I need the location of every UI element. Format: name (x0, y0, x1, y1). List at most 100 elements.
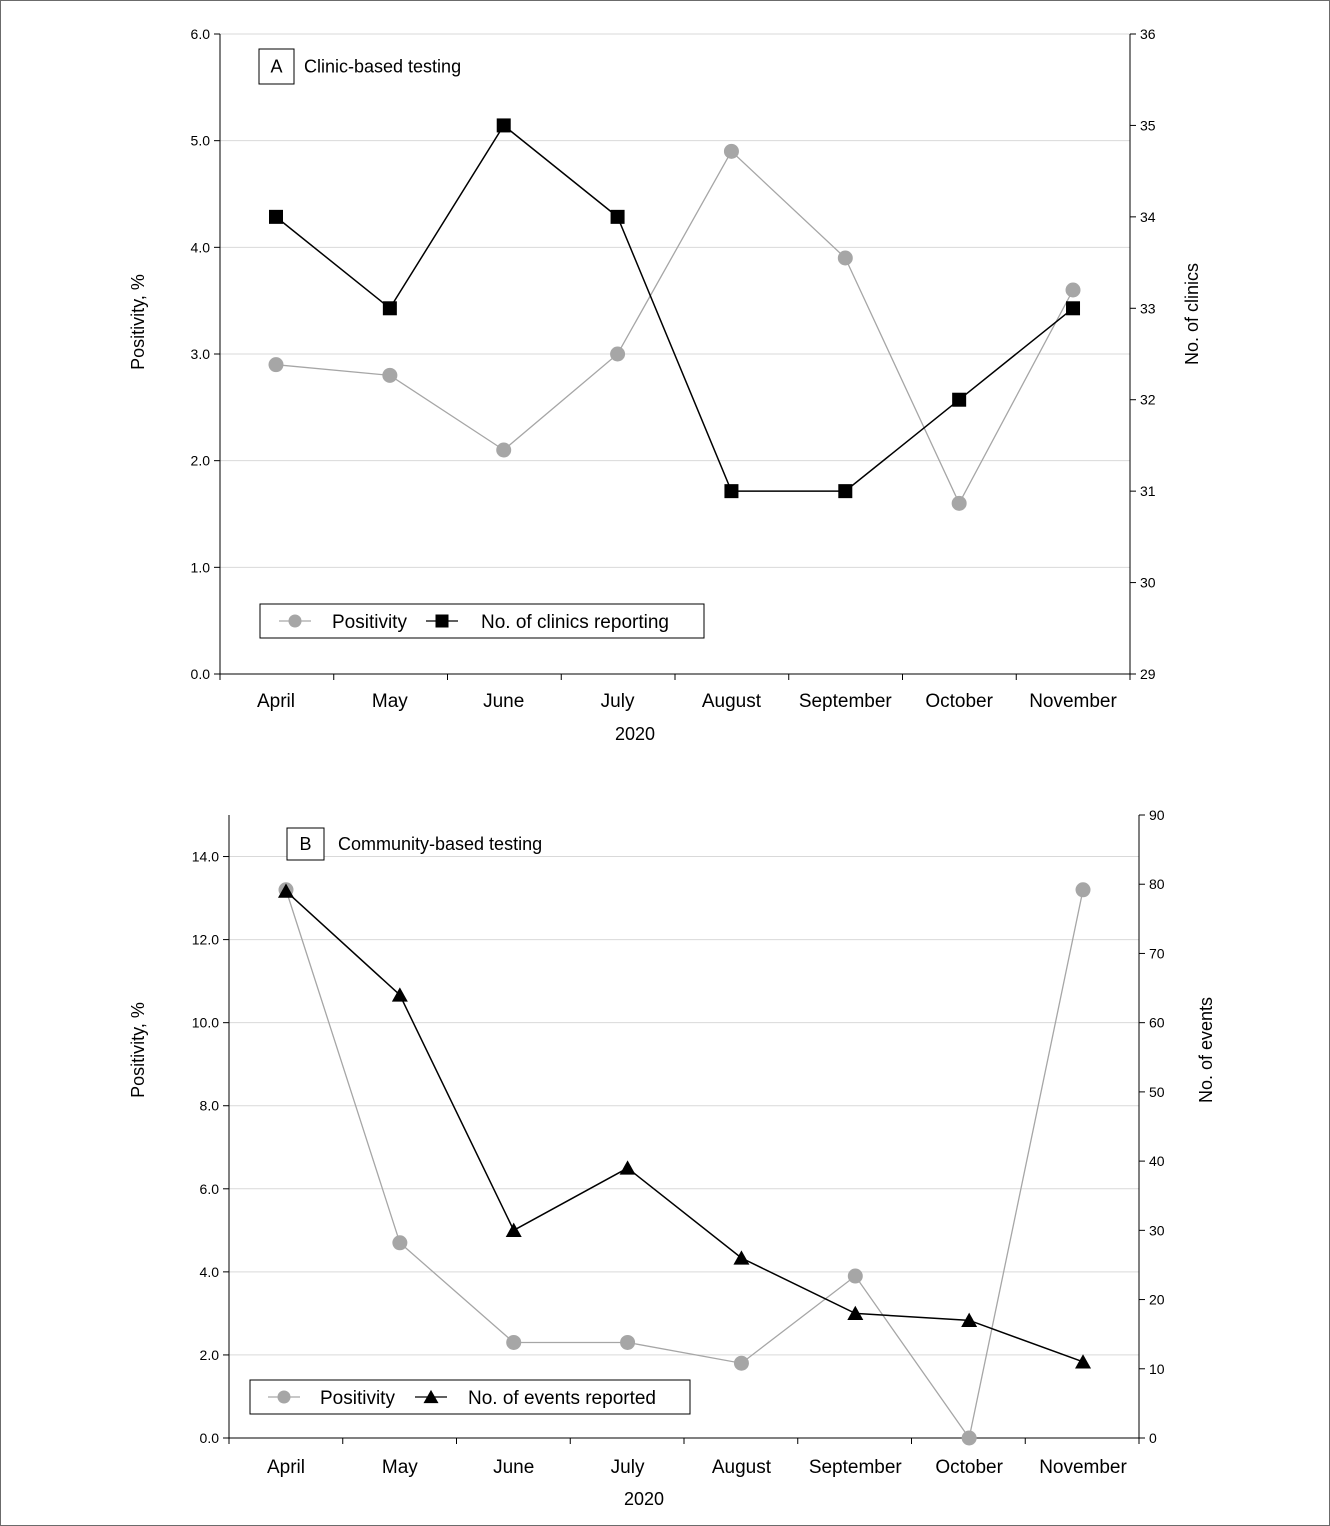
panel-a-series-0-point (1065, 282, 1081, 298)
panel-a-series-0-point (837, 250, 853, 266)
panel-a-series-0-line (275, 150, 1074, 505)
panel-a-x-tick-label: June (483, 691, 524, 712)
panel-b-legend-swatch-marker (277, 1390, 291, 1404)
panel-a-x-tick-label: September (799, 691, 893, 712)
panel-b-left-tick-label: 10.0 (192, 1015, 219, 1031)
panel-b-right-tick-label: 90 (1149, 807, 1165, 823)
panel-a-series-1-point (382, 301, 397, 316)
panel-b-x-tick-label: April (267, 1457, 305, 1478)
panel-b-letter: B (299, 834, 311, 854)
panel-b-series-0-point (392, 1235, 408, 1251)
panel-b-series-1-point (505, 1222, 522, 1237)
panel-a-series-1-point (610, 209, 625, 224)
panel-b-label-box (286, 827, 325, 861)
panel-b-left-tick-label: 14.0 (192, 849, 219, 865)
panel-a-x-tick-label: October (925, 691, 993, 712)
panel-b-series-0-point (506, 1334, 522, 1350)
panel-a-left-tick-label: 6.0 (191, 26, 211, 42)
panel-a-series-1-point (496, 118, 511, 133)
panel-a-x-tick-label: November (1029, 691, 1117, 712)
panel-a-y-axis-title: Positivity, % (128, 274, 148, 370)
panel-a-series-1-point (724, 484, 739, 499)
panel-b-x-axis-title: 2020 (624, 1489, 664, 1509)
panel-b-x-tick-label: August (712, 1457, 772, 1478)
panel-a-legend-swatch-marker (435, 614, 449, 628)
panel-b-right-tick-label: 70 (1149, 945, 1165, 961)
panel-b-series-1-point (619, 1160, 636, 1175)
panel-a-right-tick-label: 30 (1140, 575, 1156, 591)
panel-b-series-1-line (285, 890, 1084, 1363)
panel-a-series-1-point (838, 484, 853, 499)
panel-b-legend-label: No. of events reported (468, 1388, 656, 1409)
panel-a-series-0-point (723, 143, 739, 159)
panel-b-series-1-point (847, 1305, 864, 1321)
panel-a-x-tick-label: April (257, 691, 295, 712)
panel-a-label-box (258, 48, 295, 85)
panel-a-left-tick-label: 3.0 (191, 346, 211, 362)
panel-b-right-tick-label: 60 (1149, 1015, 1165, 1031)
panel-b-series-0-point (1075, 882, 1091, 898)
panel-b-left-tick-label: 2.0 (200, 1347, 220, 1363)
panel-a-legend-label: Positivity (332, 612, 407, 633)
panel-b-series-1-point (391, 987, 408, 1002)
panel-a-series-0-point (268, 357, 284, 373)
panel-a-legend-box (259, 603, 705, 639)
panel-a-y2-axis-title: No. of clinics (1182, 263, 1202, 365)
panel-a-series-1-point (269, 209, 283, 224)
panel-b-series-0-point (847, 1268, 863, 1284)
panel-a-right-tick-label: 36 (1140, 26, 1156, 42)
panel-b-legend-label: Positivity (320, 1388, 395, 1409)
panel-b-series-1-point (1075, 1354, 1092, 1369)
panel-a-left-tick-label: 2.0 (191, 453, 211, 469)
panel-b-left-tick-label: 8.0 (200, 1098, 220, 1114)
panel-a-series-1-point (1066, 301, 1081, 316)
panel-b-right-tick-label: 20 (1149, 1292, 1165, 1308)
panel-a-series-0-point (610, 346, 626, 362)
panel-b-series-0-point (961, 1430, 977, 1446)
panel-b-right-tick-label: 0 (1149, 1430, 1157, 1446)
panel-b-x-tick-label: October (935, 1457, 1003, 1478)
panel-a-right-tick-label: 34 (1140, 209, 1156, 225)
panel-b-x-tick-label: June (493, 1457, 534, 1478)
panel-a-series-0-point (382, 367, 398, 383)
panel-a-left-tick-label: 4.0 (191, 239, 211, 255)
panel-b-series-0-line (285, 889, 1084, 1440)
panel-b-left-tick-label: 0.0 (200, 1430, 220, 1446)
panel-a-left-tick-label: 1.0 (191, 559, 211, 575)
panel-a-series-1-line (275, 124, 1074, 492)
panel-a-left-tick-label: 5.0 (191, 133, 211, 149)
panel-b-left-tick-label: 4.0 (200, 1264, 220, 1280)
panel-b-legend-swatch-marker (423, 1389, 439, 1404)
panel-b-series-1-point (961, 1312, 978, 1327)
panel-b-y2-axis-title: No. of events (1196, 997, 1216, 1103)
panel-a-x-axis-title: 2020 (615, 724, 655, 744)
panel-b-left-tick-label: 6.0 (200, 1181, 220, 1197)
panel-b-right-tick-label: 80 (1149, 876, 1165, 892)
panel-a-right-tick-label: 31 (1140, 483, 1156, 499)
panel-a-right-tick-label: 32 (1140, 392, 1156, 408)
panel-b-x-tick-label: September (809, 1457, 903, 1478)
panel-b-x-tick-label: May (382, 1457, 418, 1478)
panel-a-series-1-point (952, 392, 967, 407)
panel-b-series-0-point (620, 1334, 636, 1350)
panel-b-x-tick-label: July (611, 1457, 645, 1478)
panel-b-title: Community-based testing (338, 834, 542, 854)
panel-b-right-tick-label: 30 (1149, 1222, 1165, 1238)
panel-a-left-tick-label: 0.0 (191, 666, 211, 682)
panel-a-x-tick-label: August (702, 691, 762, 712)
panel-b-series-1-point (733, 1250, 750, 1265)
panel-b-series-0-point (733, 1355, 749, 1371)
panel-a-series-0-point (496, 442, 512, 458)
panel-a-legend-label: No. of clinics reporting (481, 612, 669, 633)
panel-b-series-1-point (278, 883, 294, 898)
panel-a-x-tick-label: July (601, 691, 635, 712)
panel-b-right-tick-label: 50 (1149, 1084, 1165, 1100)
panel-a-title: Clinic-based testing (304, 57, 461, 77)
panel-b-legend-box (249, 1379, 691, 1415)
panel-a-right-tick-label: 35 (1140, 117, 1156, 133)
panel-a-x-tick-label: May (372, 691, 408, 712)
panel-a-legend-swatch-marker (288, 614, 302, 628)
panel-a-right-tick-label: 33 (1140, 300, 1156, 316)
panel-a-letter: A (270, 57, 282, 77)
